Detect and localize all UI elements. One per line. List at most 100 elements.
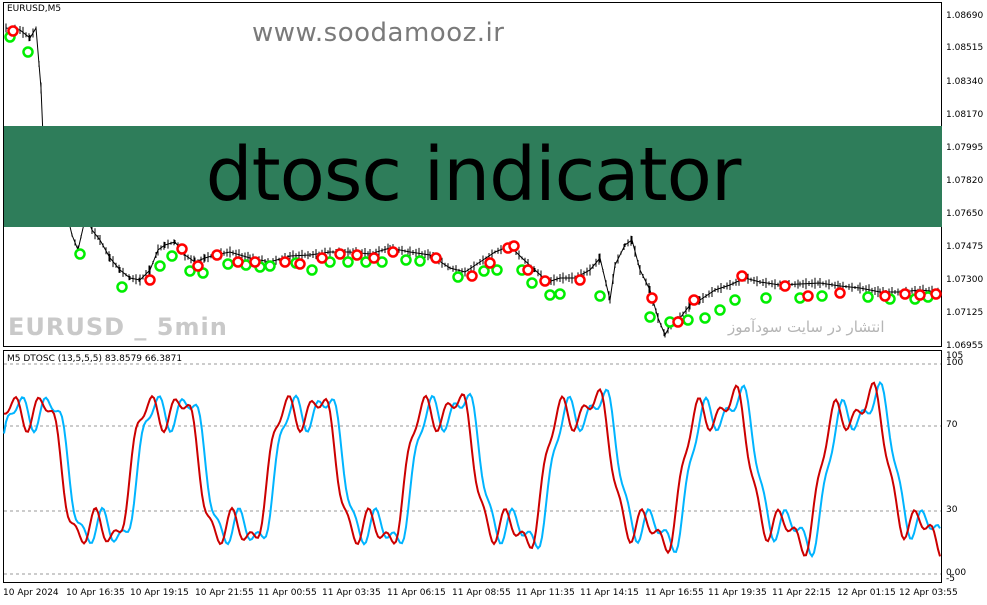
time-tick-label: 11 Apr 08:55 — [452, 588, 511, 598]
sell-signal-marker — [484, 257, 496, 269]
time-tick-label: 11 Apr 14:15 — [580, 588, 639, 598]
buy-signal-marker — [644, 311, 656, 323]
fast-oscillator-line — [3, 380, 941, 558]
sell-signal-marker — [7, 25, 19, 37]
oscillator-panel[interactable] — [3, 350, 942, 583]
sell-signal-marker — [387, 246, 399, 258]
sell-signal-marker — [279, 256, 291, 268]
sell-signal-marker — [688, 294, 700, 306]
oscillator-tick-label: -5 — [946, 574, 955, 584]
time-tick-label: 11 Apr 03:35 — [322, 588, 381, 598]
sell-signal-marker — [232, 256, 244, 268]
buy-signal-marker — [22, 46, 34, 58]
buy-signal-marker — [400, 254, 412, 266]
buy-signal-marker — [478, 265, 490, 277]
sell-signal-marker — [211, 249, 223, 261]
time-tick-label: 10 Apr 19:15 — [130, 588, 189, 598]
price-tick-label: 1.07300 — [946, 275, 984, 285]
sell-signal-marker — [879, 290, 891, 302]
price-tick-label: 1.07995 — [946, 143, 984, 153]
buy-signal-marker — [452, 271, 464, 283]
buy-signal-marker — [729, 294, 741, 306]
buy-signal-marker — [682, 314, 694, 326]
buy-signal-marker — [154, 260, 166, 272]
sell-signal-marker — [316, 252, 328, 264]
buy-signal-marker — [222, 258, 234, 270]
sell-signal-marker — [574, 274, 586, 286]
persian-watermark: انتشار در سایت سودآموز — [728, 318, 885, 336]
buy-signal-marker — [714, 304, 726, 316]
sell-signal-marker — [192, 260, 204, 272]
oscillator-tick-label: 105 — [946, 351, 964, 361]
price-tick-label: 1.07820 — [946, 176, 984, 186]
sell-signal-marker — [144, 274, 156, 286]
buy-signal-marker — [342, 256, 354, 268]
price-tick-label: 1.08170 — [946, 110, 984, 120]
sell-signal-marker — [834, 287, 846, 299]
price-tick-label: 1.07650 — [946, 209, 984, 219]
time-tick-label: 11 Apr 19:35 — [708, 588, 767, 598]
buy-signal-marker — [816, 290, 828, 302]
sell-signal-marker — [779, 280, 791, 292]
sell-signal-marker — [430, 252, 442, 264]
sell-signal-marker — [294, 258, 306, 270]
sell-signal-marker — [508, 240, 520, 252]
sell-signal-marker — [736, 270, 748, 282]
sell-signal-marker — [351, 249, 363, 261]
time-tick-label: 11 Apr 00:55 — [258, 588, 317, 598]
buy-signal-marker — [699, 312, 711, 324]
time-tick-label: 12 Apr 03:55 — [899, 588, 958, 598]
time-tick-label: 11 Apr 11:35 — [516, 588, 575, 598]
buy-signal-marker — [862, 291, 874, 303]
price-tick-label: 1.07125 — [946, 308, 984, 318]
price-tick-label: 1.06955 — [946, 341, 984, 351]
buy-signal-marker — [526, 277, 538, 289]
sell-signal-marker — [466, 270, 478, 282]
banner-title: dtosc indicator — [205, 132, 742, 218]
sell-signal-marker — [176, 243, 188, 255]
buy-signal-marker — [116, 281, 128, 293]
buy-signal-marker — [760, 292, 772, 304]
time-tick-label: 12 Apr 01:15 — [837, 588, 896, 598]
sell-signal-marker — [646, 292, 658, 304]
sell-signal-marker — [249, 256, 261, 268]
sell-signal-marker — [522, 264, 534, 276]
sell-signal-marker — [368, 252, 380, 264]
oscillator-title: M5 DTOSC (13,5,5,5) 83.8579 66.3871 — [7, 354, 183, 364]
slow-oscillator-line — [3, 381, 941, 557]
time-tick-label: 11 Apr 06:15 — [387, 588, 446, 598]
sell-signal-marker — [539, 275, 551, 287]
buy-signal-marker — [554, 288, 566, 300]
sell-signal-marker — [899, 288, 911, 300]
sell-signal-marker — [914, 289, 926, 301]
oscillator-tick-label: 30 — [946, 505, 958, 515]
sell-signal-marker — [672, 316, 684, 328]
buy-signal-marker — [264, 260, 276, 272]
symbol-watermark: EURUSD _ 5min — [8, 313, 228, 341]
price-tick-label: 1.07475 — [946, 242, 984, 252]
price-tick-label: 1.08690 — [946, 11, 984, 21]
buy-signal-marker — [491, 264, 503, 276]
buy-signal-marker — [306, 264, 318, 276]
price-tick-label: 1.08515 — [946, 43, 984, 53]
price-tick-label: 1.08340 — [946, 77, 984, 87]
title-banner: dtosc indicator — [4, 126, 942, 227]
symbol-label: EURUSD,M5 — [7, 4, 62, 14]
buy-signal-marker — [414, 255, 426, 267]
buy-signal-marker — [594, 290, 606, 302]
time-tick-label: 10 Apr 2024 — [3, 588, 59, 598]
sell-signal-marker — [334, 248, 346, 260]
sell-signal-marker — [930, 288, 942, 300]
buy-signal-marker — [184, 265, 196, 277]
oscillator-tick-label: 100 — [946, 358, 964, 368]
sell-signal-marker — [802, 290, 814, 302]
buy-signal-marker — [166, 250, 178, 262]
time-tick-label: 10 Apr 16:35 — [66, 588, 125, 598]
buy-signal-marker — [544, 289, 556, 301]
buy-signal-marker — [74, 248, 86, 260]
time-tick-label: 10 Apr 21:55 — [195, 588, 254, 598]
oscillator-tick-label: 0.00 — [946, 568, 967, 578]
time-tick-label: 11 Apr 22:15 — [772, 588, 831, 598]
oscillator-tick-label: 70 — [946, 420, 958, 430]
